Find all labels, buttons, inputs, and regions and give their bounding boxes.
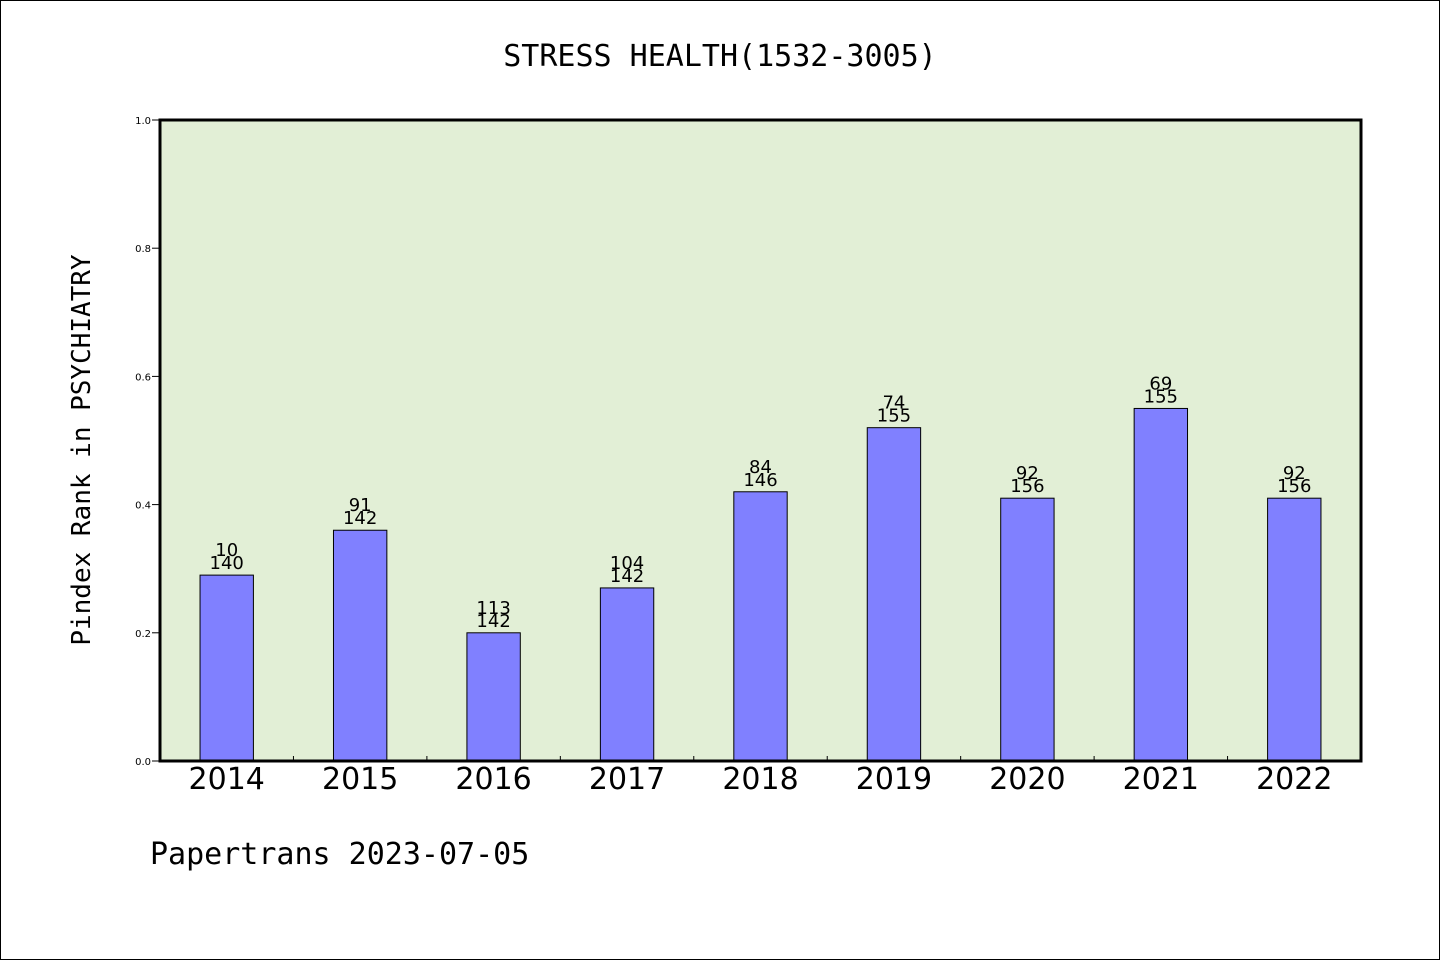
bar-rank-label-2022: 92 xyxy=(1283,463,1306,484)
bar-2014 xyxy=(199,574,254,762)
bar-rank-label-2020: 92 xyxy=(1016,463,1039,484)
bar-total-label-2014: 140 xyxy=(210,553,244,574)
y-axis-ticks: 0.0 0.2 0.4 0.6 0.8 1.0 xyxy=(135,116,160,768)
y-tick-label: 1.0 xyxy=(135,116,151,127)
bar-2018 xyxy=(733,491,788,762)
x-tick-label-2021: 2021 xyxy=(1123,762,1199,797)
x-tick-label-2020: 2020 xyxy=(989,762,1065,797)
bar-total-label-2017: 142 xyxy=(610,566,644,587)
bar-total-label-2019: 155 xyxy=(877,406,911,427)
x-tick-label-2017: 2017 xyxy=(589,762,665,797)
bar-rank-label-2014: 10 xyxy=(215,540,238,561)
y-tick-label: 0.2 xyxy=(135,629,151,640)
bar-total-label-2020: 156 xyxy=(1010,476,1044,497)
bar-rank-label-2021: 69 xyxy=(1149,373,1172,394)
chart-title: STRESS HEALTH(1532-3005) xyxy=(503,39,936,74)
y-tick-label: 0.0 xyxy=(135,757,151,768)
y-tick-label: 0.8 xyxy=(135,244,151,255)
bar-2021 xyxy=(1133,407,1189,762)
bar-total-label-2018: 146 xyxy=(743,470,777,491)
y-tick-label: 0.4 xyxy=(135,501,151,512)
bar-2017 xyxy=(599,587,655,762)
x-tick-label-2015: 2015 xyxy=(322,762,398,797)
bar-rank-label-2018: 84 xyxy=(749,457,772,478)
y-tick-label: 0.6 xyxy=(135,372,151,383)
bar-2019 xyxy=(866,427,922,762)
bar-2016 xyxy=(466,632,521,762)
bar-total-label-2015: 142 xyxy=(343,508,377,529)
x-tick-label-2018: 2018 xyxy=(722,762,798,797)
bar-2020 xyxy=(1000,497,1055,762)
bar-rank-label-2016: 113 xyxy=(476,598,510,619)
footer-text: Papertrans 2023-07-05 xyxy=(150,837,529,872)
bar-rank-label-2015: 91 xyxy=(349,495,372,516)
bar-labels-group: 1014091142113142104142841467415592156691… xyxy=(210,373,1312,631)
x-tick-label-2016: 2016 xyxy=(455,762,531,797)
x-tick-label-2014: 2014 xyxy=(189,762,265,797)
plot-border xyxy=(158,118,1363,763)
bars-group xyxy=(199,407,1322,762)
y-axis-label: Pindex Rank in PSYCHIATRY xyxy=(67,254,97,646)
bar-rank-label-2019: 74 xyxy=(882,393,905,414)
bar-total-label-2022: 156 xyxy=(1277,476,1311,497)
bar-2015 xyxy=(332,529,388,762)
bar-rank-label-2017: 104 xyxy=(610,553,644,574)
bar-2022 xyxy=(1267,497,1322,762)
x-axis-ticks: 2014 2015 2016 2017 2018 2019 2020 2021 2022 xyxy=(189,756,1332,797)
bar-total-label-2016: 142 xyxy=(476,611,510,632)
x-tick-label-2022: 2022 xyxy=(1256,762,1332,797)
bar-total-label-2021: 155 xyxy=(1144,386,1178,407)
x-tick-label-2019: 2019 xyxy=(856,762,932,797)
